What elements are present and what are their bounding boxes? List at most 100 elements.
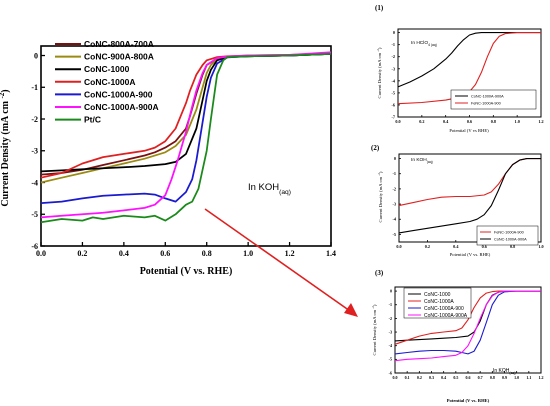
x-axis-label: Potential (V vs RHE) — [449, 128, 489, 133]
y-tick-label: -4 — [389, 343, 392, 348]
y-tick-label: -4 — [392, 78, 396, 83]
y-axis-label: Current Density (mA cm -2) — [377, 171, 383, 222]
y-tick-label: -6 — [389, 370, 392, 375]
y-tick-label: -1 — [31, 83, 38, 92]
x-tick-label: 0.4 — [441, 375, 446, 380]
y-tick-label: -1 — [392, 42, 396, 47]
x-tick-label: 0.0 — [393, 375, 398, 380]
legend-label: CoNC-1000A-900 — [424, 306, 464, 312]
panel-label: (3) — [375, 269, 384, 277]
x-tick-label: 0.6 — [467, 119, 472, 124]
x-tick-label: 0.0 — [396, 244, 401, 249]
series-line — [394, 290, 541, 355]
y-axis-label: Current Density (mA cm -2) — [376, 47, 382, 98]
x-tick-label: 0.2 — [77, 249, 87, 258]
x-tick-label: 1.0 — [243, 249, 253, 258]
y-tick-label: 0 — [393, 30, 395, 35]
panel-label: (1) — [375, 4, 384, 12]
x-tick-label: 1.0 — [515, 119, 520, 124]
y-tick-label: -7 — [392, 114, 396, 119]
x-tick-label: 0.5 — [453, 375, 458, 380]
y-tick-label: 0 — [394, 156, 396, 161]
pointer-arrow — [204, 208, 351, 312]
series-line — [40, 53, 332, 224]
y-tick-label: -5 — [389, 357, 392, 362]
series-line — [397, 32, 541, 105]
y-tick-label: -3 — [31, 147, 38, 156]
medium-annotation: In HClO4 (aq) — [411, 40, 437, 47]
main-chart: 0.0 0.2 0.4 0.6 0.8 1.0 1.2 1.4 0 -1 -2 -3 -4 -5 -6 Pot… — [0, 39, 336, 277]
x-tick-label: 0.8 — [490, 375, 495, 380]
axes-frame — [40, 45, 332, 247]
legend-label: CoNC-1000A-900A — [471, 94, 504, 98]
x-tick-label: 1.1 — [526, 375, 531, 380]
x-tick-label: 0.3 — [429, 375, 434, 380]
legend-label: CoNC-1000A-900A — [494, 237, 527, 241]
legend-label: CoNC-1000A-900A — [84, 102, 159, 112]
y-tick-label: -5 — [392, 90, 396, 95]
y-tick-label: 0 — [34, 51, 38, 60]
y-tick-label: -3 — [389, 329, 392, 334]
x-tick-label: 1.2 — [538, 119, 543, 124]
x-tick-label: 1.4 — [326, 249, 336, 258]
x-tick-label: 1.0 — [538, 244, 543, 249]
legend-label: CoNC-1000A — [424, 299, 454, 305]
x-axis-label: Potential (V vs. RHE) — [447, 398, 490, 403]
x-tick-label: 0.8 — [491, 119, 496, 124]
series-line — [40, 51, 332, 219]
y-axis-label: Current Density (mA cm -2) — [371, 304, 377, 355]
legend-label: FeNC-1000A-900 — [471, 101, 501, 105]
y-tick-label: -1 — [389, 302, 392, 307]
x-tick-label: 1.2 — [539, 375, 544, 380]
x-tick-label: 0.2 — [425, 244, 430, 249]
axes-frame — [398, 153, 542, 243]
series-line — [397, 32, 541, 88]
y-tick-label: -2 — [389, 316, 392, 321]
legend-label: Pt/C — [84, 115, 101, 125]
x-tick-label: 0.6 — [160, 249, 170, 258]
medium-annotation: In KOH(aq) — [411, 157, 433, 164]
x-tick-label: 1.0 — [514, 375, 519, 380]
y-tick-label: -2 — [31, 115, 38, 124]
x-axis-label: Potential (V vs. RHE) — [140, 266, 233, 277]
y-tick-label: -5 — [31, 210, 38, 219]
y-tick-label: -6 — [392, 102, 396, 107]
medium-annotation: In KOH(aq) — [493, 368, 516, 375]
legend-label: CoNC-1000A-900A — [424, 313, 468, 319]
legend-box — [476, 225, 539, 246]
pointer-arrow-head — [344, 303, 358, 317]
x-tick-label: 0.8 — [202, 249, 212, 258]
y-tick-label: -5 — [393, 232, 397, 237]
y-tick-label: 0 — [390, 288, 392, 293]
legend-label: CoNC-1000A-900 — [84, 89, 153, 99]
x-tick-label: 0.7 — [478, 375, 483, 380]
series-line — [398, 158, 541, 234]
y-tick-label: -4 — [31, 178, 38, 187]
x-tick-label: 0.4 — [443, 119, 449, 124]
legend-box — [450, 89, 537, 110]
x-tick-label: 0.6 — [482, 244, 487, 249]
series-line — [394, 290, 541, 345]
y-tick-label: -4 — [393, 217, 397, 222]
x-tick-label: 0.0 — [395, 119, 400, 124]
series-line — [398, 158, 541, 207]
x-tick-label: 0.4 — [453, 244, 459, 249]
inset-chart-2: 0.0 0.2 0.4 0.6 0.8 1.0 0 -1 -2 -3 -4 -5 Potential (… — [371, 144, 544, 257]
medium-annotation: In KOH(aq) — [248, 182, 291, 196]
x-axis-label: Potential (V vs. RHE) — [450, 252, 491, 257]
legend-label: CoNC-900A-800A — [84, 52, 154, 62]
x-tick-label: 0.9 — [502, 375, 507, 380]
y-tick-label: -1 — [393, 171, 397, 176]
x-tick-label: 0.1 — [405, 375, 410, 380]
x-tick-label: 1.2 — [285, 249, 295, 258]
y-tick-label: -6 — [31, 242, 38, 251]
x-tick-label: 0.0 — [36, 249, 46, 258]
legend-label: FeNC-1000A-900 — [494, 230, 524, 234]
y-tick-label: -3 — [392, 66, 396, 71]
legend-label: CoNC-1000 — [84, 64, 130, 74]
x-tick-label: 0.2 — [417, 375, 422, 380]
y-axis-label: Current Density (mA cm -2) — [0, 89, 11, 206]
x-tick-label: 0.4 — [119, 249, 129, 258]
legend-label: CoNC-1000A — [84, 77, 136, 87]
